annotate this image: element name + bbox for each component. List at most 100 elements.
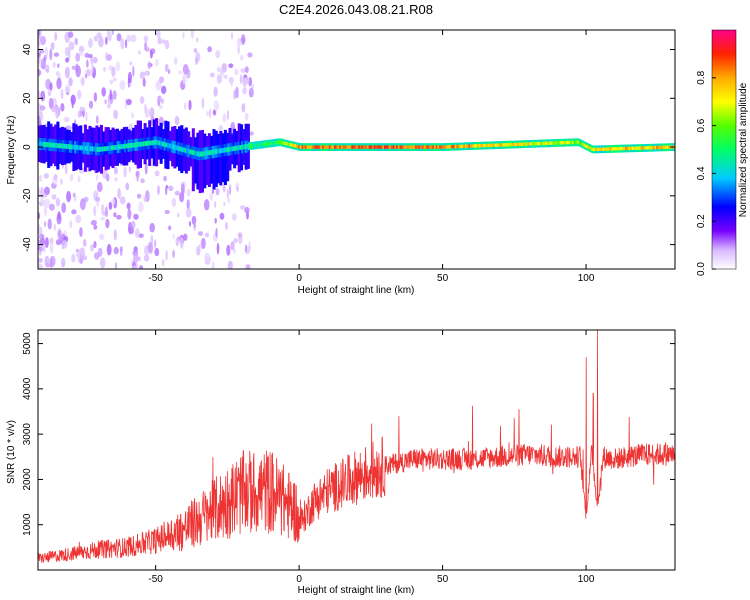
- spectrogram-ridge-cell: [163, 142, 166, 147]
- spectrogram-halo-cell: [191, 128, 195, 192]
- spectrogram-ridge-cell: [225, 147, 228, 153]
- spectrogram-ridge-cell: [666, 145, 669, 149]
- spectrogram-ridge-cell: [315, 145, 318, 149]
- spectrogram-noise-cell: [88, 38, 93, 48]
- y-tick-label: 1000: [22, 513, 33, 536]
- spectrogram-ridge-cell: [613, 147, 616, 151]
- spectrogram-ridge-cell: [292, 143, 295, 148]
- spectrogram-ridge-cell: [377, 145, 380, 149]
- spectrogram-noise-cell: [97, 181, 103, 193]
- spectrogram-noise-cell: [172, 233, 175, 240]
- spectrogram-noise-cell: [43, 221, 47, 227]
- spectrogram-ridge-cell: [316, 145, 320, 149]
- spectrogram-ridge-cell: [141, 141, 144, 147]
- spectrogram-noise-cell: [185, 208, 192, 218]
- spectrogram-ridge-cell: [466, 144, 469, 148]
- y-tick-label: 40: [22, 44, 33, 56]
- spectrogram-noise-cell: [214, 200, 217, 209]
- spectrogram-noise-cell: [55, 239, 62, 246]
- spectrogram-ridge-cell: [530, 142, 533, 146]
- spectrogram-halo-cell: [219, 131, 223, 186]
- spectrogram-ridge-cell: [98, 147, 101, 152]
- spectrogram-halo-cell: [210, 135, 214, 184]
- spectrogram-noise-cell: [38, 174, 43, 182]
- spectrogram-ridge-cell: [261, 142, 264, 147]
- spectrogram-ridge-cell: [434, 145, 437, 149]
- spectrogram-noise-cell: [90, 220, 97, 226]
- spectrogram-noise-cell: [211, 189, 215, 194]
- spectrogram-noise-cell: [216, 242, 220, 255]
- spectrogram-ridge-cell: [645, 146, 648, 150]
- spectrogram-noise-cell: [226, 244, 231, 256]
- spectrogram-noise-cell: [79, 50, 84, 56]
- spectrogram-noise-cell: [60, 88, 64, 100]
- spectrogram-noise-cell: [60, 103, 65, 112]
- spectrogram-ridge-cell: [442, 145, 445, 149]
- spectrogram-ridge-cell: [511, 142, 514, 147]
- spectrogram-ridge-cell: [223, 147, 227, 153]
- spectrogram-ridge-cell: [378, 145, 382, 149]
- spectrogram-noise-cell: [168, 185, 174, 192]
- spectrogram-noise-cell: [53, 174, 58, 180]
- spectrogram-halo-cell: [201, 130, 204, 193]
- spectrogram-ridge-cell: [69, 144, 72, 150]
- spectrogram-ridge-cell: [165, 142, 168, 148]
- x-tick-label: 100: [578, 273, 595, 284]
- spectrogram-ridge-cell: [575, 140, 578, 144]
- spectrogram-ridge-cell: [619, 146, 623, 151]
- spectrogram-noise-cell: [107, 95, 110, 102]
- spectrogram-noise-cell: [147, 61, 152, 70]
- spectrogram-ridge-cell: [79, 145, 82, 151]
- spectrogram-noise-cell: [240, 205, 246, 210]
- spectrogram-ridge-cell: [545, 141, 549, 145]
- spectrogram-noise-cell: [125, 98, 132, 106]
- spectrogram-ridge-cell: [260, 143, 263, 147]
- spectrogram-noise-cell: [105, 173, 110, 182]
- spectrogram-noise-cell: [91, 62, 94, 74]
- spectrogram-noise-cell: [120, 38, 125, 50]
- colorbar-ticks: 0.0 0.2 0.4 0.6 0.8: [696, 70, 716, 276]
- spectrogram-ridge-cell: [451, 145, 454, 149]
- spectrogram-noise-cell: [81, 255, 88, 261]
- spectrogram-ridge-cell: [561, 141, 564, 145]
- spectrogram-noise-cell: [95, 115, 99, 124]
- spectrogram-y-label: Frequency (Hz): [6, 116, 17, 185]
- spectrogram-ridge-cell: [390, 145, 394, 149]
- spectrogram-ridge-cell: [389, 145, 392, 149]
- spectrogram-ridge-cell: [432, 145, 435, 149]
- spectrogram-noise-cell: [154, 170, 160, 177]
- spectrogram-ridge-cell: [471, 144, 474, 148]
- spectrogram-noise-cell: [71, 100, 74, 109]
- spectrogram-noise-cell: [38, 263, 43, 269]
- spectrogram-noise-cell: [106, 54, 113, 61]
- spectrogram-frame: [37, 29, 676, 270]
- spectrogram-noise-cell: [247, 52, 253, 58]
- spectrogram-noise-cell: [53, 52, 60, 57]
- spectrogram-ridge-cell: [246, 144, 249, 149]
- spectrogram-noise-cell: [55, 197, 61, 207]
- spectrogram-halo-cell: [194, 137, 198, 184]
- spectrogram-ridge-cell: [354, 145, 357, 149]
- spectrogram-noise-cell: [114, 177, 118, 182]
- spectrogram-ridge-cell: [499, 143, 502, 147]
- spectrogram-noise-cell: [157, 185, 160, 196]
- spectrogram-ridge-cell: [544, 141, 547, 146]
- spectrogram-ridge-cell: [366, 145, 369, 149]
- spectrogram-ridge-cell: [404, 145, 407, 149]
- spectrogram-noise-cell: [100, 257, 106, 269]
- spectrogram-ridge-cell: [399, 145, 402, 149]
- spectrogram-ridge-cell: [384, 145, 387, 149]
- spectrogram-ridge-cell: [513, 142, 516, 147]
- spectrogram-noise-cell: [196, 37, 199, 43]
- spectrogram-ridge-cell: [506, 143, 509, 147]
- spectrogram-ridge-cell: [580, 141, 583, 146]
- spectrogram-ridge-cell: [521, 142, 524, 146]
- spectrogram-noise-cell: [112, 77, 117, 82]
- spectrogram-ridge-cell: [330, 145, 333, 149]
- spectrogram-ridge-cell: [649, 146, 652, 150]
- spectrogram-noise-cell: [57, 63, 60, 68]
- spectrogram-noise-cell: [206, 110, 209, 116]
- spectrogram-noise-cell: [138, 50, 141, 55]
- spectrogram-noise-cell: [157, 95, 162, 103]
- spectrogram-noise-cell: [140, 178, 145, 184]
